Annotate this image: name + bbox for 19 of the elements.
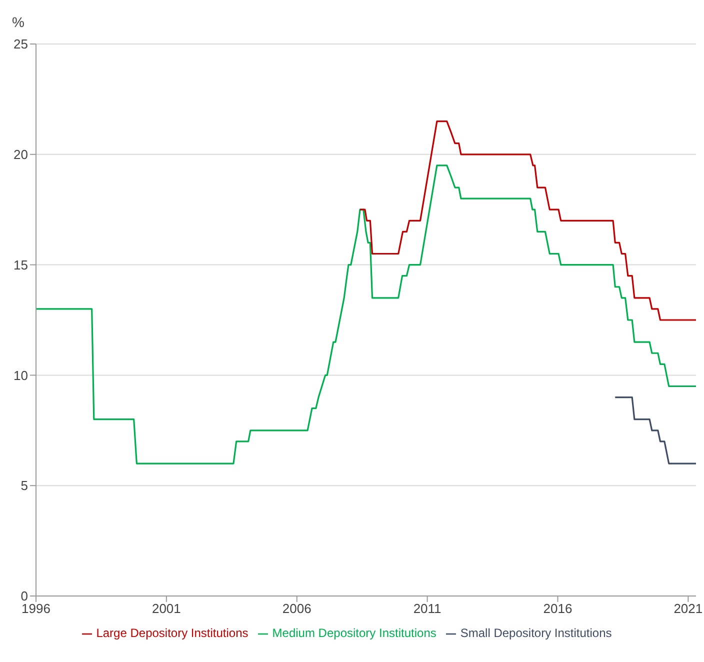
x-tick-label: 2006 bbox=[282, 601, 312, 616]
x-tick-label: 2021 bbox=[674, 601, 703, 616]
y-tick-label: 5 bbox=[20, 478, 28, 494]
x-tick-label: 2011 bbox=[413, 601, 442, 616]
line-series bbox=[359, 120, 696, 321]
legend-label: Large Depository Institutions bbox=[96, 626, 248, 640]
y-tick-label: 15 bbox=[14, 257, 28, 272]
x-tick-label: 1996 bbox=[22, 601, 50, 616]
line-series bbox=[614, 396, 696, 464]
legend-label: Small Depository Institutions bbox=[460, 626, 612, 640]
y-axis-title: % bbox=[12, 14, 24, 30]
y-tick-label: 25 bbox=[14, 36, 28, 52]
x-tick-label: 2001 bbox=[152, 601, 181, 616]
line-series bbox=[36, 164, 696, 464]
legend-label: Medium Depository Institutions bbox=[272, 626, 436, 640]
y-tick-label: 0 bbox=[20, 588, 28, 604]
y-tick-label: 10 bbox=[14, 368, 28, 383]
x-tick-label: 2016 bbox=[543, 601, 572, 616]
y-tick-label: 20 bbox=[14, 147, 28, 162]
